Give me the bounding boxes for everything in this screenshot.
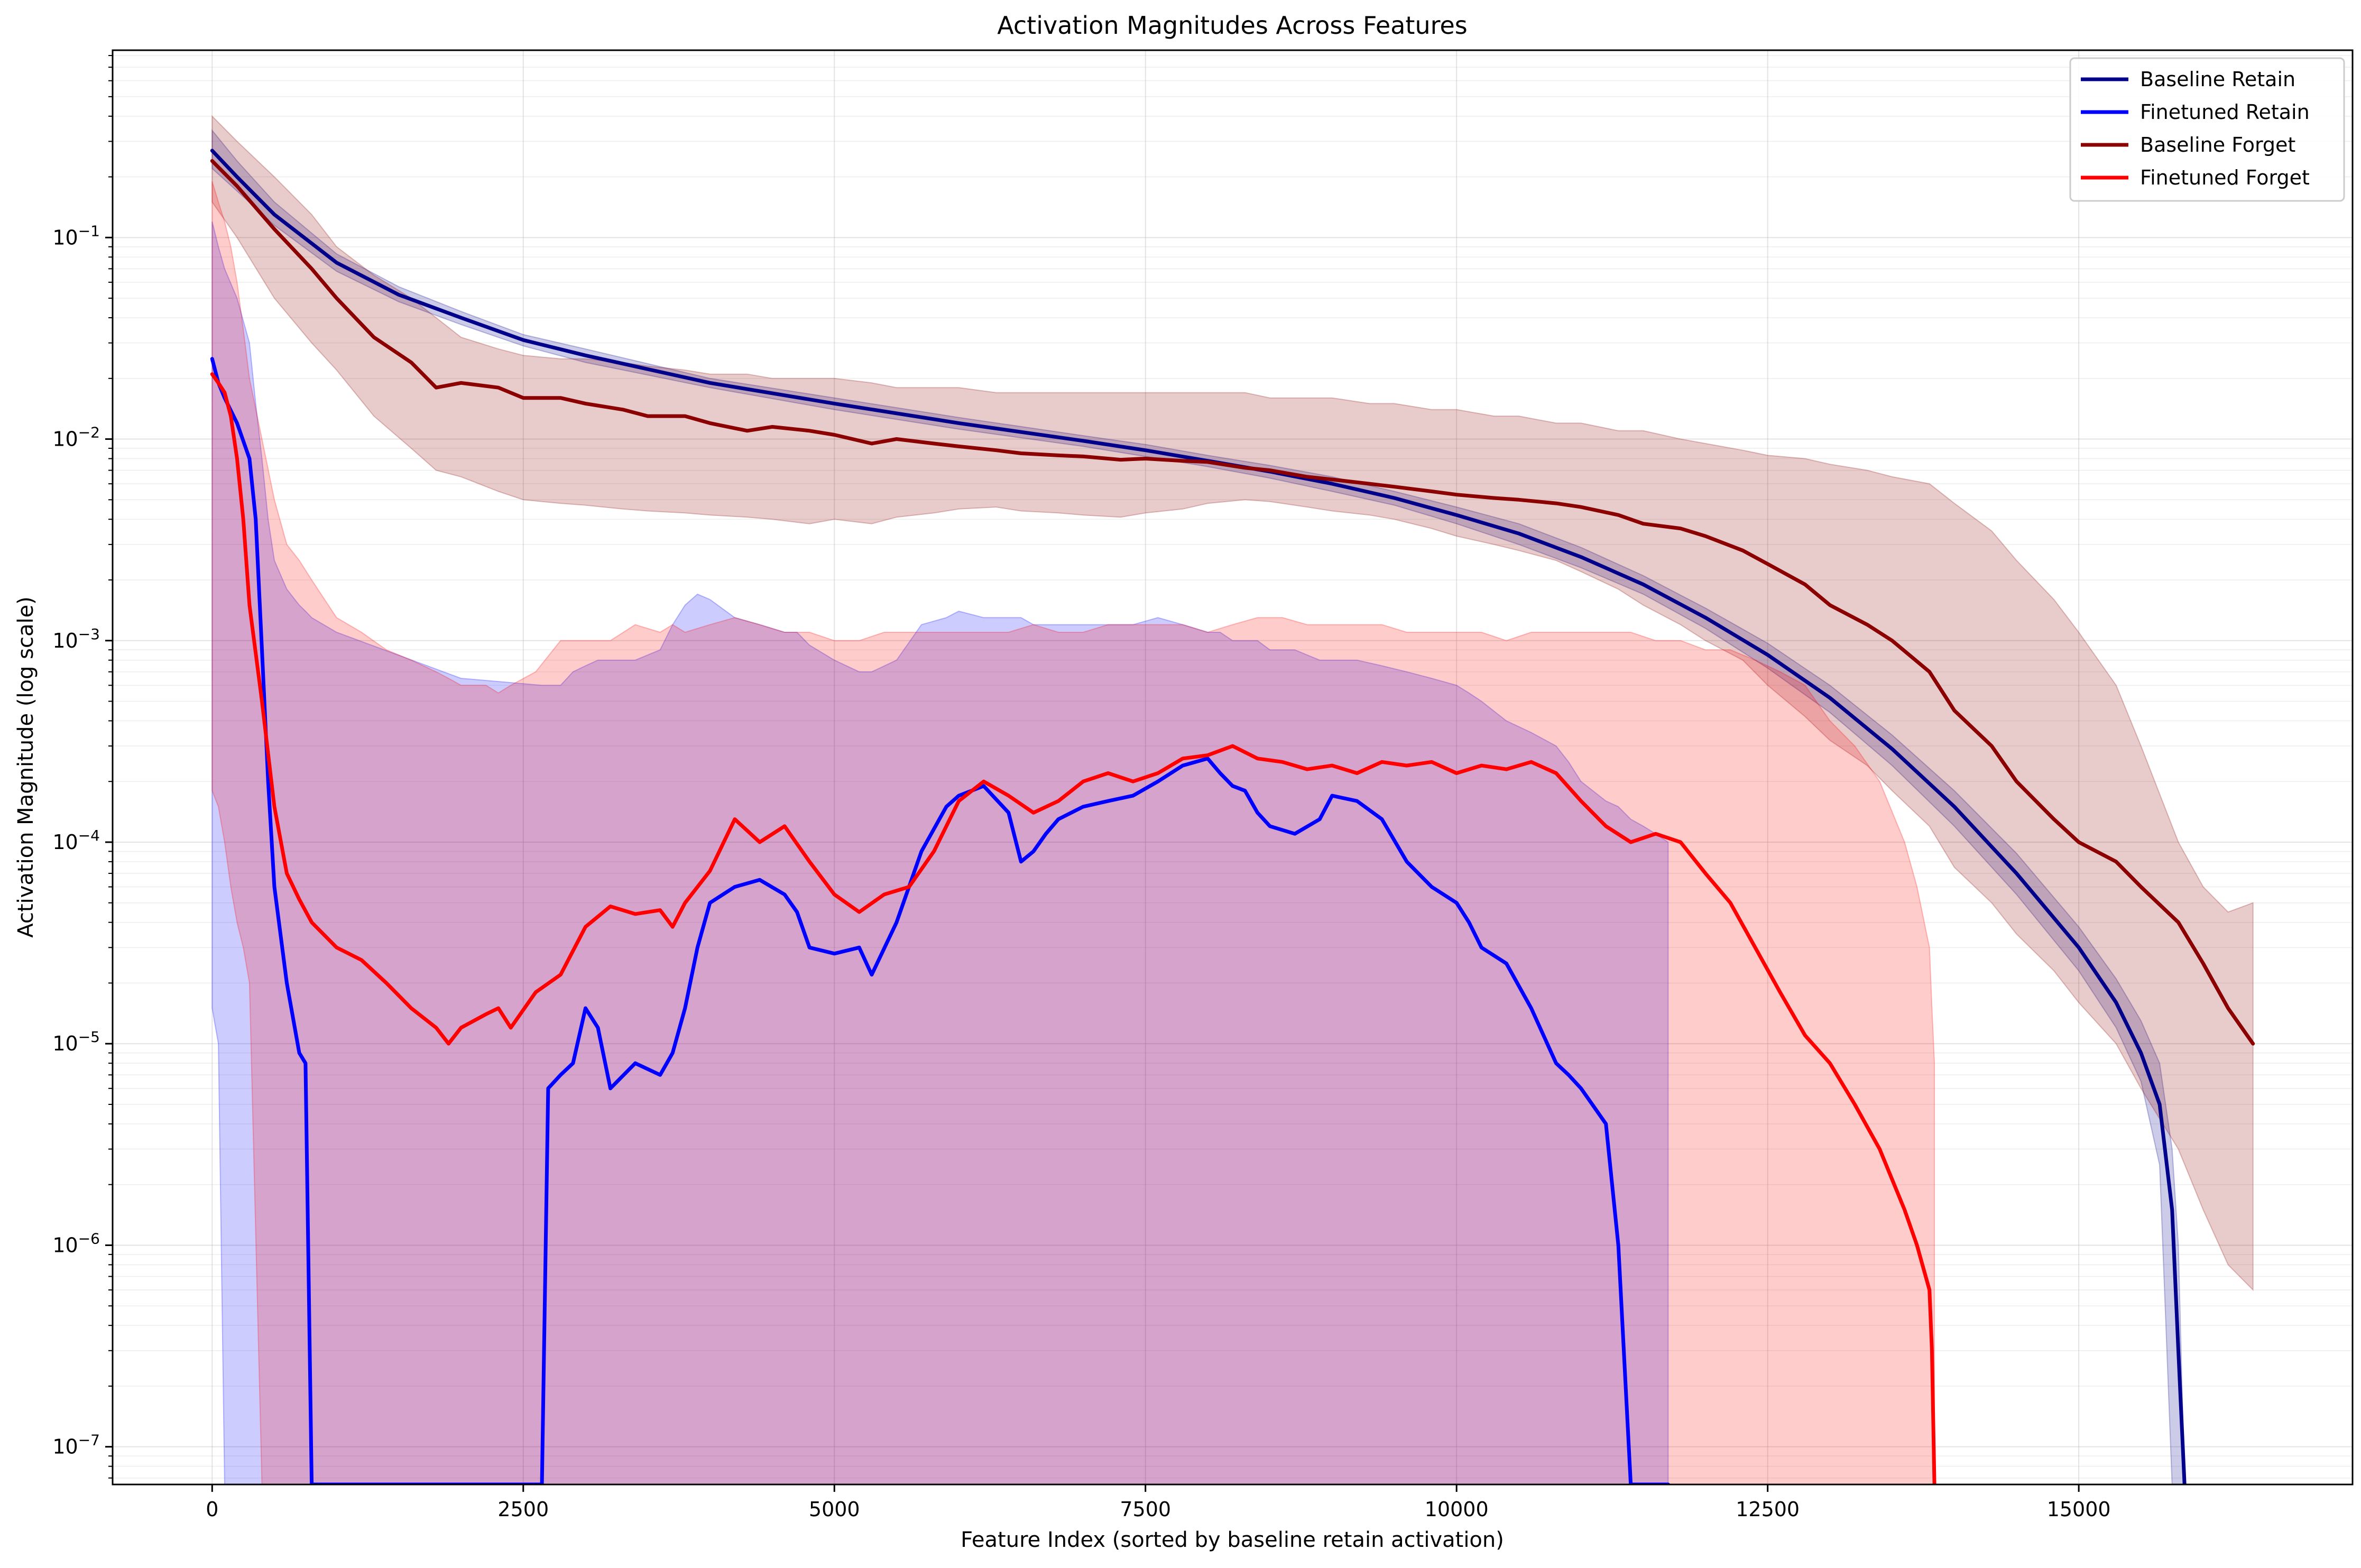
legend-label: Baseline Retain <box>2140 68 2295 91</box>
legend-box <box>2069 57 2345 202</box>
y-tick-label: 10−3 <box>52 625 100 652</box>
y-tick-label: 10−2 <box>52 424 100 451</box>
y-tick-label: 10−4 <box>52 827 100 854</box>
band-baseline-forget <box>211 115 2254 1292</box>
legend: Baseline Retain Finetuned Retain Baseline … <box>2069 57 2345 202</box>
legend-label: Finetuned Retain <box>2140 100 2310 124</box>
y-tick-label: 10−5 <box>52 1028 100 1055</box>
band-baseline-retain <box>211 128 2185 1484</box>
chart-title: Activation Magnitudes Across Features <box>997 11 1468 40</box>
std-bands <box>211 115 2254 1484</box>
x-tick-label: 7500 <box>1120 1498 1171 1521</box>
legend-label: Finetuned Forget <box>2140 166 2310 189</box>
line-baseline-retain <box>210 149 2187 1484</box>
x-tick-label: 12500 <box>1736 1498 1800 1521</box>
y-tick-label: 10−7 <box>52 1432 100 1459</box>
x-axis-label: Feature Index (sorted by baseline retain… <box>961 1528 1504 1552</box>
x-axis-ticks: 0 2500 5000 7500 10000 12500 15000 <box>206 1484 2111 1521</box>
band-finetuned-retain <box>211 221 1669 1484</box>
line-finetuned-forget <box>210 372 1936 1484</box>
x-tick-label: 2500 <box>497 1498 549 1521</box>
x-tick-label: 5000 <box>809 1498 860 1521</box>
x-tick-label: 15000 <box>2047 1498 2111 1521</box>
grid <box>113 50 2353 1484</box>
y-tick-label: 10−1 <box>52 222 100 249</box>
y-tick-label: 10−6 <box>52 1230 100 1257</box>
plot-frame <box>112 49 2354 1486</box>
legend-label: Baseline Forget <box>2140 133 2295 156</box>
x-tick-label: 0 <box>206 1498 218 1521</box>
y-axis-label: Activation Magnitude (log scale) <box>14 596 38 938</box>
line-finetuned-retain <box>210 357 1670 1484</box>
series-lines <box>210 149 2255 1484</box>
y-axis-ticks: 10−7 10−6 10−5 10−4 10−3 10−2 10−1 <box>52 55 113 1479</box>
band-finetuned-forget <box>211 181 1935 1484</box>
x-tick-label: 10000 <box>1425 1498 1489 1521</box>
line-baseline-forget <box>210 159 2255 1046</box>
